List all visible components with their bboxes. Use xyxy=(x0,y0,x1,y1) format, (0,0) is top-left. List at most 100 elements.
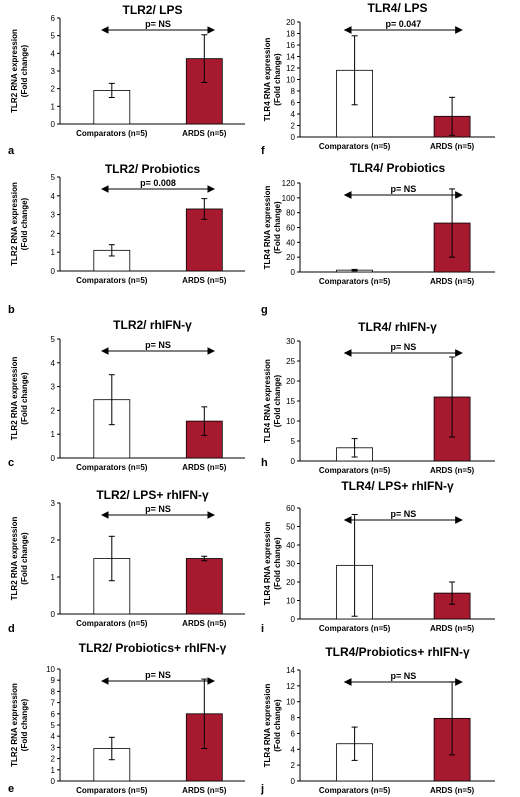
y-tick-label: 5 xyxy=(51,721,56,730)
chart-title: TLR4/ Probiotics xyxy=(350,161,446,175)
y-tick-label: 2 xyxy=(51,406,56,415)
p-value-annotation: p= NS xyxy=(390,671,416,681)
y-tick-label: 1 xyxy=(51,766,56,775)
y-tick-label: 0 xyxy=(51,777,56,786)
y-tick-label: 1 xyxy=(51,102,56,111)
p-value-annotation: p= NS xyxy=(390,509,416,519)
bar-comparators xyxy=(93,399,131,459)
y-axis-label-line: (Fold change) xyxy=(20,197,29,250)
panel-letter: i xyxy=(261,623,264,635)
y-tick-label: 8 xyxy=(51,687,56,696)
y-tick-label: 0 xyxy=(51,267,56,276)
y-tick-label: 60 xyxy=(286,224,295,233)
y-tick-label: 5 xyxy=(51,173,56,182)
chart-title: TLR2/ Probiotics xyxy=(105,162,201,176)
y-tick-label: 3 xyxy=(51,211,56,220)
y-tick-label: 3 xyxy=(51,499,56,508)
x-tick-label: ARDS (n=5) xyxy=(182,129,227,138)
x-tick-label: Comparators (n=5) xyxy=(319,786,391,795)
p-value-annotation: p= 0.008 xyxy=(140,178,176,188)
y-axis-label: TLR4 RNA expression (Fold change) xyxy=(263,186,282,270)
y-tick-label: 4 xyxy=(51,49,56,58)
x-tick-label: ARDS (n=5) xyxy=(430,624,475,633)
y-tick-label: 2 xyxy=(51,85,56,94)
chart-panel-a: TLR2/ LPS TLR2 RNA expression (Fold change… xyxy=(8,3,245,157)
y-axis-label-line: TLR2 RNA expression xyxy=(10,357,19,441)
y-tick-label: 80 xyxy=(286,209,295,218)
y-tick-label: 20 xyxy=(286,578,295,587)
y-axis-label: TLR4 RNA expression (Fold change) xyxy=(263,684,282,768)
y-axis-label-line: (Fold change) xyxy=(20,532,29,585)
chart-title: TLR2/ LPS xyxy=(122,3,182,17)
y-axis-label-line: TLR2 RNA expression xyxy=(10,683,19,767)
p-value-annotation: p= NS xyxy=(145,340,171,350)
panel-letter: f xyxy=(261,145,265,157)
y-tick-label: 2 xyxy=(291,122,296,131)
y-tick-label: 14 xyxy=(286,666,295,675)
y-tick-label: 10 xyxy=(286,417,295,426)
chart-title: TLR2/ Probiotics+ rhIFN-γ xyxy=(79,641,227,655)
panel-letter: b xyxy=(8,304,15,316)
x-tick-label: Comparators (n=5) xyxy=(319,277,391,286)
x-tick-label: Comparators (n=5) xyxy=(76,276,148,285)
chart-title: TLR4/Probiotics+ rhIFN-γ xyxy=(325,645,470,659)
y-tick-label: 2 xyxy=(51,755,56,764)
p-value-annotation: p= 0.047 xyxy=(385,19,421,29)
y-tick-label: 0 xyxy=(291,268,296,277)
chart-panel-e: TLR2/ Probiotics+ rhIFN-γ TLR2 RNA expres… xyxy=(8,641,245,795)
y-tick-label: 2 xyxy=(51,536,56,545)
y-axis-label-line: TLR2 RNA expression xyxy=(10,182,19,266)
y-tick-label: 1 xyxy=(51,573,56,582)
y-axis-label-line: TLR2 RNA expression xyxy=(10,517,19,601)
y-axis-label: TLR2 RNA expression (Fold change) xyxy=(10,29,29,113)
y-axis-label-line: (Fold change) xyxy=(273,537,282,590)
y-tick-label: 60 xyxy=(286,504,295,513)
y-axis-label-line: (Fold change) xyxy=(20,44,29,97)
y-tick-label: 7 xyxy=(51,699,56,708)
y-tick-label: 16 xyxy=(286,41,295,50)
x-tick-label: ARDS (n=5) xyxy=(182,786,227,795)
y-axis-label-line: (Fold change) xyxy=(20,372,29,425)
y-tick-label: 25 xyxy=(286,357,295,366)
y-tick-label: 15 xyxy=(286,397,295,406)
chart-panel-i: TLR4/ LPS+ rhIFN-γ TLR4 RNA expression (Fo… xyxy=(261,479,495,635)
y-axis-label: TLR4 RNA expression (Fold change) xyxy=(263,38,282,122)
y-tick-label: 30 xyxy=(286,337,295,346)
chart-title: TLR2/ rhIFN-γ xyxy=(113,318,192,332)
x-tick-label: ARDS (n=5) xyxy=(430,466,475,475)
y-tick-label: 8 xyxy=(291,714,296,723)
x-tick-label: Comparators (n=5) xyxy=(319,624,391,633)
y-tick-label: 5 xyxy=(51,32,56,41)
y-tick-label: 4 xyxy=(291,110,296,119)
chart-panel-b: TLR2/ Probiotics TLR2 RNA expression (Fold… xyxy=(8,162,245,316)
chart-panel-f: TLR4/ LPS TLR4 RNA expression (Fold change… xyxy=(261,1,495,157)
y-axis-label-line: TLR4 RNA expression xyxy=(263,359,272,443)
p-value-annotation: p= NS xyxy=(145,19,171,29)
y-axis-label-line: TLR2 RNA expression xyxy=(10,29,19,113)
chart-title: TLR4/ rhIFN-γ xyxy=(358,320,437,334)
y-tick-label: 20 xyxy=(286,253,295,262)
y-tick-label: 0 xyxy=(51,610,56,619)
y-tick-label: 10 xyxy=(46,665,55,674)
y-tick-label: 100 xyxy=(282,194,296,203)
x-tick-label: ARDS (n=5) xyxy=(182,276,227,285)
panel-letter: d xyxy=(8,623,15,635)
y-axis-label-line: TLR4 RNA expression xyxy=(263,38,272,122)
y-tick-label: 5 xyxy=(51,335,56,344)
panel-letter: c xyxy=(8,457,14,469)
y-tick-label: 2 xyxy=(51,229,56,238)
x-tick-label: ARDS (n=5) xyxy=(182,463,227,472)
y-tick-label: 1 xyxy=(51,248,56,257)
y-tick-label: 40 xyxy=(286,541,295,550)
panel-letter: e xyxy=(8,783,14,795)
y-tick-label: 0 xyxy=(291,615,296,624)
y-tick-label: 2 xyxy=(291,761,296,770)
y-axis-label-line: (Fold change) xyxy=(273,53,282,106)
x-tick-label: ARDS (n=5) xyxy=(182,619,227,628)
y-axis-label: TLR2 RNA expression (Fold change) xyxy=(10,683,29,767)
y-tick-label: 6 xyxy=(291,99,296,108)
panel-letter: h xyxy=(261,457,268,469)
y-tick-label: 4 xyxy=(291,745,296,754)
y-tick-label: 4 xyxy=(51,359,56,368)
